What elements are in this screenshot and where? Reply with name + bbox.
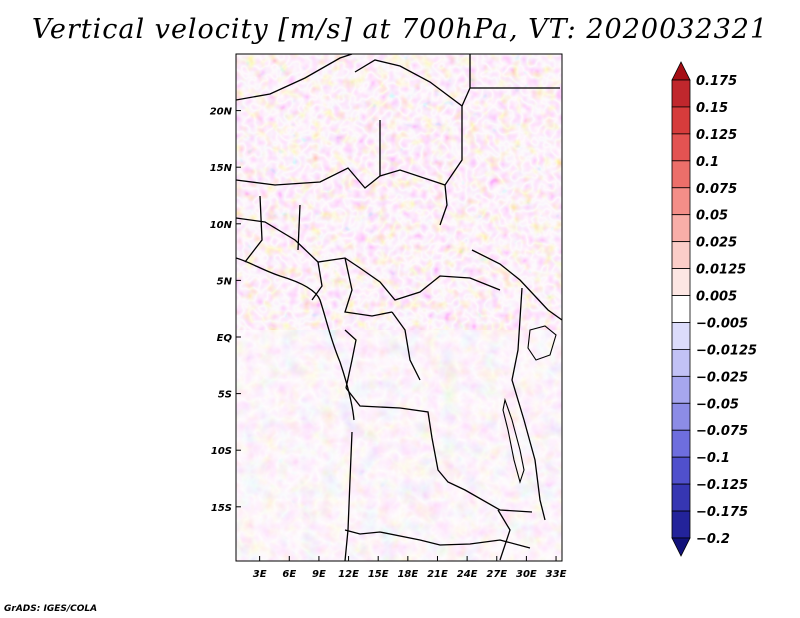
colorbar-segment — [671, 537, 691, 557]
lon-tick-label: 21E — [427, 569, 448, 580]
colorbar-label: 0.075 — [696, 182, 737, 197]
colorbar-label: 0.125 — [696, 128, 737, 143]
colorbar-label: −0.005 — [696, 316, 748, 331]
lat-tick-label: EQ — [217, 333, 233, 344]
colorbar-segment — [671, 510, 691, 539]
map-frame — [235, 53, 563, 562]
lon-tick-label: 30E — [516, 569, 537, 580]
colorbar-segment — [671, 375, 691, 404]
lon-tick-label: 9E — [312, 569, 326, 580]
colorbar-label: −0.025 — [696, 370, 748, 385]
colorbar: 0.175 0.15 0.125 0.1 0.075 0.05 0.025 0.0125 0.0… — [671, 61, 757, 557]
colorbar-label: 0.025 — [696, 236, 737, 251]
colorbar-label: −0.05 — [696, 397, 739, 412]
lon-tick-label: 18E — [397, 569, 418, 580]
colorbar-segment — [671, 187, 691, 216]
colorbar-label: −0.0125 — [696, 343, 757, 358]
colorbar-label: 0.15 — [696, 101, 728, 116]
colorbar-label: −0.125 — [696, 478, 748, 493]
chart-title: Vertical velocity [m/s] at 700hPa, VT: 2… — [31, 14, 769, 45]
colorbar-label: −0.2 — [696, 532, 730, 547]
colorbar-segment — [671, 295, 691, 323]
colorbar-label: 0.05 — [696, 209, 728, 224]
colorbar-label: −0.1 — [696, 451, 730, 466]
lakes — [502, 325, 557, 484]
colorbar-segment — [671, 402, 691, 431]
colorbar-segment — [671, 160, 691, 189]
colorbar-label: 0.005 — [696, 290, 737, 305]
lat-tick-label: 20N — [210, 107, 233, 118]
colorbar-segment — [671, 429, 691, 458]
lon-tick-label: 6E — [282, 569, 296, 580]
lon-tick-label: 27E — [486, 569, 507, 580]
lon-tick-label: 33E — [546, 569, 567, 580]
lat-tick-label: 5N — [217, 276, 233, 287]
vertical-velocity-field — [236, 54, 562, 561]
colorbar-segment — [671, 456, 691, 485]
colorbar-segment — [671, 106, 691, 135]
colorbar-segment — [671, 79, 691, 108]
colorbar-label: 0.0125 — [696, 263, 746, 278]
colorbar-segment — [671, 133, 691, 162]
lat-tick-label: 10S — [211, 446, 232, 457]
lat-tick-label: 5S — [218, 390, 232, 401]
colorbar-label: −0.075 — [696, 424, 748, 439]
colorbar-segment — [671, 268, 691, 296]
colorbar-segment — [671, 349, 691, 377]
lat-tick-label: 10N — [210, 220, 233, 231]
grads-credit: GrADS: IGES/COLA — [4, 604, 98, 614]
colorbar-segment — [671, 322, 691, 350]
colorbar-segment — [671, 61, 691, 81]
lat-tick-label: 15S — [211, 503, 232, 514]
lat-tick-label: 15N — [210, 163, 233, 174]
axis-labels: 20N 15N 10N 5N EQ 5S 10S 15S 3E 6E 9E 12E 15E 18E 21E 2… — [210, 107, 567, 580]
lon-tick-label: 3E — [253, 569, 267, 580]
lon-tick-label: 12E — [338, 569, 359, 580]
colorbar-segment — [671, 241, 691, 269]
country-borders — [236, 54, 562, 561]
colorbar-label: −0.175 — [696, 505, 748, 520]
colorbar-label: 0.1 — [696, 155, 719, 170]
colorbar-segment — [671, 214, 691, 243]
colorbar-label: 0.175 — [696, 74, 737, 89]
lon-tick-label: 24E — [457, 569, 478, 580]
colorbar-segment — [671, 483, 691, 512]
lon-tick-label: 15E — [368, 569, 389, 580]
